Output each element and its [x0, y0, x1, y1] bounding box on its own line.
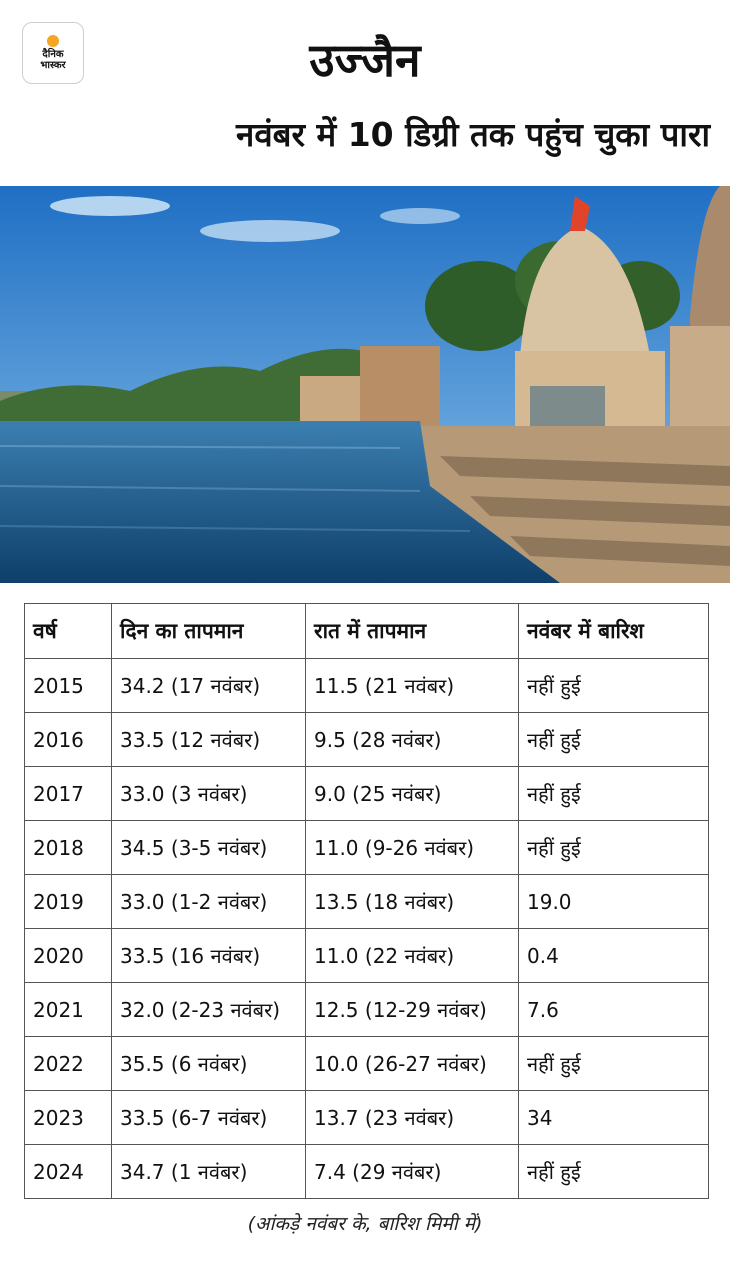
table-row: 2022 35.5 (6 नवंबर) 10.0 (26-27 नवंबर) नहीं…	[24, 1036, 709, 1091]
cell-night-temp: 13.7 (23 नवंबर)	[305, 1090, 519, 1145]
cell-day-temp: 34.5 (3-5 नवंबर)	[111, 820, 306, 875]
page-subtitle: नवंबर में 10 डिग्री तक पहुंच चुका पारा	[236, 115, 710, 154]
cell-night-temp: 9.5 (28 नवंबर)	[305, 712, 519, 767]
cell-year: 2015	[24, 658, 112, 713]
cell-year: 2016	[24, 712, 112, 767]
header-year: वर्ष	[24, 603, 112, 659]
cell-year: 2018	[24, 820, 112, 875]
cell-day-temp: 33.5 (12 नवंबर)	[111, 712, 306, 767]
cell-day-temp: 33.0 (3 नवंबर)	[111, 766, 306, 821]
cell-rain: नहीं हुई	[518, 1036, 709, 1091]
table-row: 2020 33.5 (16 नवंबर) 11.0 (22 नवंबर) 0.4	[24, 928, 709, 983]
cell-day-temp: 33.5 (6-7 नवंबर)	[111, 1090, 306, 1145]
table-row: 2015 34.2 (17 नवंबर) 11.5 (21 नवंबर) नहीं ह…	[24, 658, 709, 713]
cell-rain: नहीं हुई	[518, 820, 709, 875]
cell-rain: नहीं हुई	[518, 712, 709, 767]
cell-day-temp: 34.7 (1 नवंबर)	[111, 1144, 306, 1199]
cell-night-temp: 13.5 (18 नवंबर)	[305, 874, 519, 929]
table-row: 2019 33.0 (1-2 नवंबर) 13.5 (18 नवंबर) 19.0	[24, 874, 709, 929]
header-rain: नवंबर में बारिश	[518, 603, 709, 659]
cell-night-temp: 12.5 (12-29 नवंबर)	[305, 982, 519, 1037]
table-row: 2018 34.5 (3-5 नवंबर) 11.0 (9-26 नवंबर) नही…	[24, 820, 709, 875]
cell-day-temp: 34.2 (17 नवंबर)	[111, 658, 306, 713]
cell-rain: 34	[518, 1090, 709, 1145]
footnote: (आंकड़े नवंबर के, बारिश मिमी में)	[247, 1213, 483, 1235]
page-title: उज्जैन	[309, 33, 421, 87]
logo-line2: भास्कर	[40, 60, 66, 71]
table-row: 2024 34.7 (1 नवंबर) 7.4 (29 नवंबर) नहीं हुई	[24, 1144, 709, 1199]
cell-year: 2021	[24, 982, 112, 1037]
cell-night-temp: 11.5 (21 नवंबर)	[305, 658, 519, 713]
logo-line1: दैनिक	[42, 49, 64, 60]
header-day-temp: दिन का तापमान	[111, 603, 306, 659]
cell-night-temp: 9.0 (25 नवंबर)	[305, 766, 519, 821]
cell-day-temp: 32.0 (2-23 नवंबर)	[111, 982, 306, 1037]
cell-year: 2017	[24, 766, 112, 821]
brand-logo: दैनिक भास्कर	[22, 22, 84, 84]
cell-day-temp: 33.0 (1-2 नवंबर)	[111, 874, 306, 929]
cell-rain: नहीं हुई	[518, 1144, 709, 1199]
cell-night-temp: 10.0 (26-27 नवंबर)	[305, 1036, 519, 1091]
temperature-table: वर्ष दिन का तापमान रात में तापमान नवंबर …	[24, 603, 709, 1199]
ghat-photo	[0, 186, 730, 583]
cell-year: 2022	[24, 1036, 112, 1091]
cell-night-temp: 11.0 (9-26 नवंबर)	[305, 820, 519, 875]
cell-rain: 19.0	[518, 874, 709, 929]
table-row: 2017 33.0 (3 नवंबर) 9.0 (25 नवंबर) नहीं हुई	[24, 766, 709, 821]
table-row: 2016 33.5 (12 नवंबर) 9.5 (28 नवंबर) नहीं हु…	[24, 712, 709, 767]
cell-year: 2019	[24, 874, 112, 929]
cell-day-temp: 33.5 (16 नवंबर)	[111, 928, 306, 983]
cell-year: 2020	[24, 928, 112, 983]
cell-year: 2023	[24, 1090, 112, 1145]
cell-day-temp: 35.5 (6 नवंबर)	[111, 1036, 306, 1091]
table-row: 2023 33.5 (6-7 नवंबर) 13.7 (23 नवंबर) 34	[24, 1090, 709, 1145]
cell-night-temp: 11.0 (22 नवंबर)	[305, 928, 519, 983]
table-header-row: वर्ष दिन का तापमान रात में तापमान नवंबर …	[24, 603, 709, 659]
sun-icon	[47, 35, 59, 47]
cell-rain: नहीं हुई	[518, 658, 709, 713]
table-row: 2021 32.0 (2-23 नवंबर) 12.5 (12-29 नवंबर) 7…	[24, 982, 709, 1037]
cell-rain: 7.6	[518, 982, 709, 1037]
cell-year: 2024	[24, 1144, 112, 1199]
cell-rain: नहीं हुई	[518, 766, 709, 821]
cell-night-temp: 7.4 (29 नवंबर)	[305, 1144, 519, 1199]
header-night-temp: रात में तापमान	[305, 603, 519, 659]
cell-rain: 0.4	[518, 928, 709, 983]
